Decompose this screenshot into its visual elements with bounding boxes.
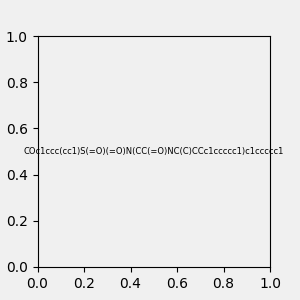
Text: COc1ccc(cc1)S(=O)(=O)N(CC(=O)NC(C)CCc1ccccc1)c1ccccc1: COc1ccc(cc1)S(=O)(=O)N(CC(=O)NC(C)CCc1cc… <box>24 147 284 156</box>
